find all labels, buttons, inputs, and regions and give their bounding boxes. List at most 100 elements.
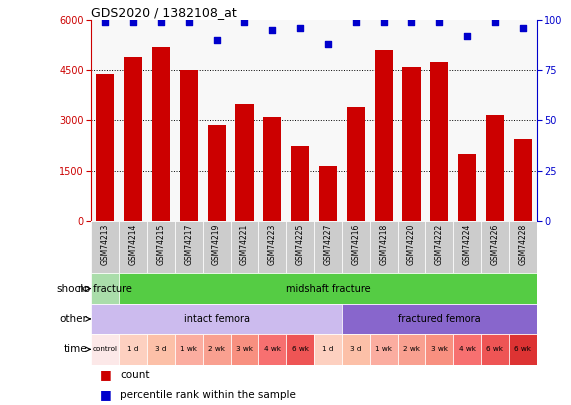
- Bar: [147, 334, 175, 364]
- Text: 6 wk: 6 wk: [486, 346, 504, 352]
- Text: 3 wk: 3 wk: [431, 346, 448, 352]
- Bar: [425, 334, 453, 364]
- Text: 2 wk: 2 wk: [208, 346, 225, 352]
- Text: GSM74225: GSM74225: [296, 224, 305, 265]
- Bar: [403, 67, 420, 221]
- Text: 1 d: 1 d: [127, 346, 139, 352]
- Text: time: time: [63, 344, 87, 354]
- Text: percentile rank within the sample: percentile rank within the sample: [120, 390, 296, 400]
- Point: [184, 19, 194, 26]
- Point: [156, 19, 166, 26]
- Bar: [509, 221, 537, 273]
- Bar: [453, 221, 481, 273]
- Bar: [342, 221, 370, 273]
- Text: 3 wk: 3 wk: [236, 346, 253, 352]
- Text: fractured femora: fractured femora: [398, 314, 481, 324]
- Text: GSM74228: GSM74228: [518, 224, 528, 264]
- Bar: [481, 221, 509, 273]
- Bar: [486, 115, 504, 221]
- Bar: [453, 334, 481, 364]
- Bar: [342, 334, 370, 364]
- Bar: [458, 154, 476, 221]
- Bar: [175, 221, 203, 273]
- Bar: [119, 221, 147, 273]
- Text: GSM74226: GSM74226: [490, 224, 500, 265]
- Text: GSM74216: GSM74216: [351, 224, 360, 265]
- Point: [212, 37, 221, 43]
- Bar: [152, 47, 170, 221]
- Point: [407, 19, 416, 26]
- Text: no fracture: no fracture: [78, 284, 132, 294]
- Bar: [314, 221, 342, 273]
- Text: 3 d: 3 d: [155, 346, 167, 352]
- Bar: [342, 304, 537, 334]
- Text: 4 wk: 4 wk: [459, 346, 476, 352]
- Bar: [347, 107, 365, 221]
- Text: control: control: [93, 346, 118, 352]
- Bar: [314, 334, 342, 364]
- Text: 1 wk: 1 wk: [180, 346, 198, 352]
- Text: GSM74221: GSM74221: [240, 224, 249, 264]
- Bar: [370, 334, 397, 364]
- Bar: [431, 62, 448, 221]
- Text: shock: shock: [57, 284, 87, 294]
- Bar: [514, 139, 532, 221]
- Bar: [208, 126, 226, 221]
- Bar: [258, 221, 286, 273]
- Bar: [235, 104, 254, 221]
- Point: [463, 33, 472, 40]
- Bar: [119, 334, 147, 364]
- Point: [100, 19, 110, 26]
- Text: 6 wk: 6 wk: [514, 346, 532, 352]
- Text: count: count: [120, 370, 150, 379]
- Text: GSM74219: GSM74219: [212, 224, 221, 265]
- Point: [296, 25, 305, 32]
- Point: [351, 19, 360, 26]
- Point: [128, 19, 138, 26]
- Text: ■: ■: [100, 388, 112, 401]
- Text: GSM74227: GSM74227: [323, 224, 332, 265]
- Text: 2 wk: 2 wk: [403, 346, 420, 352]
- Text: GSM74214: GSM74214: [128, 224, 138, 265]
- Text: 1 d: 1 d: [322, 346, 333, 352]
- Bar: [319, 166, 337, 221]
- Bar: [91, 304, 342, 334]
- Bar: [286, 334, 314, 364]
- Text: 3 d: 3 d: [350, 346, 361, 352]
- Text: GSM74218: GSM74218: [379, 224, 388, 264]
- Point: [240, 19, 249, 26]
- Text: GSM74222: GSM74222: [435, 224, 444, 264]
- Text: GSM74213: GSM74213: [100, 224, 110, 265]
- Bar: [425, 221, 453, 273]
- Bar: [180, 70, 198, 221]
- Point: [268, 27, 277, 34]
- Point: [518, 25, 528, 32]
- Bar: [397, 221, 425, 273]
- Bar: [375, 50, 393, 221]
- Text: GSM74223: GSM74223: [268, 224, 277, 265]
- Bar: [91, 334, 119, 364]
- Bar: [258, 334, 286, 364]
- Text: GSM74224: GSM74224: [463, 224, 472, 265]
- Text: ■: ■: [100, 368, 112, 381]
- Bar: [481, 334, 509, 364]
- Bar: [231, 334, 258, 364]
- Text: GSM74220: GSM74220: [407, 224, 416, 265]
- Bar: [263, 117, 282, 221]
- Text: GDS2020 / 1382108_at: GDS2020 / 1382108_at: [91, 6, 237, 19]
- Bar: [203, 221, 231, 273]
- Bar: [175, 334, 203, 364]
- Text: 6 wk: 6 wk: [292, 346, 309, 352]
- Text: other: other: [59, 314, 87, 324]
- Point: [379, 19, 388, 26]
- Text: GSM74215: GSM74215: [156, 224, 166, 265]
- Bar: [286, 221, 314, 273]
- Bar: [91, 221, 119, 273]
- Bar: [231, 221, 258, 273]
- Bar: [370, 221, 397, 273]
- Text: GSM74217: GSM74217: [184, 224, 194, 265]
- Bar: [509, 334, 537, 364]
- Bar: [124, 57, 142, 221]
- Text: midshaft fracture: midshaft fracture: [286, 284, 370, 294]
- Bar: [91, 273, 119, 304]
